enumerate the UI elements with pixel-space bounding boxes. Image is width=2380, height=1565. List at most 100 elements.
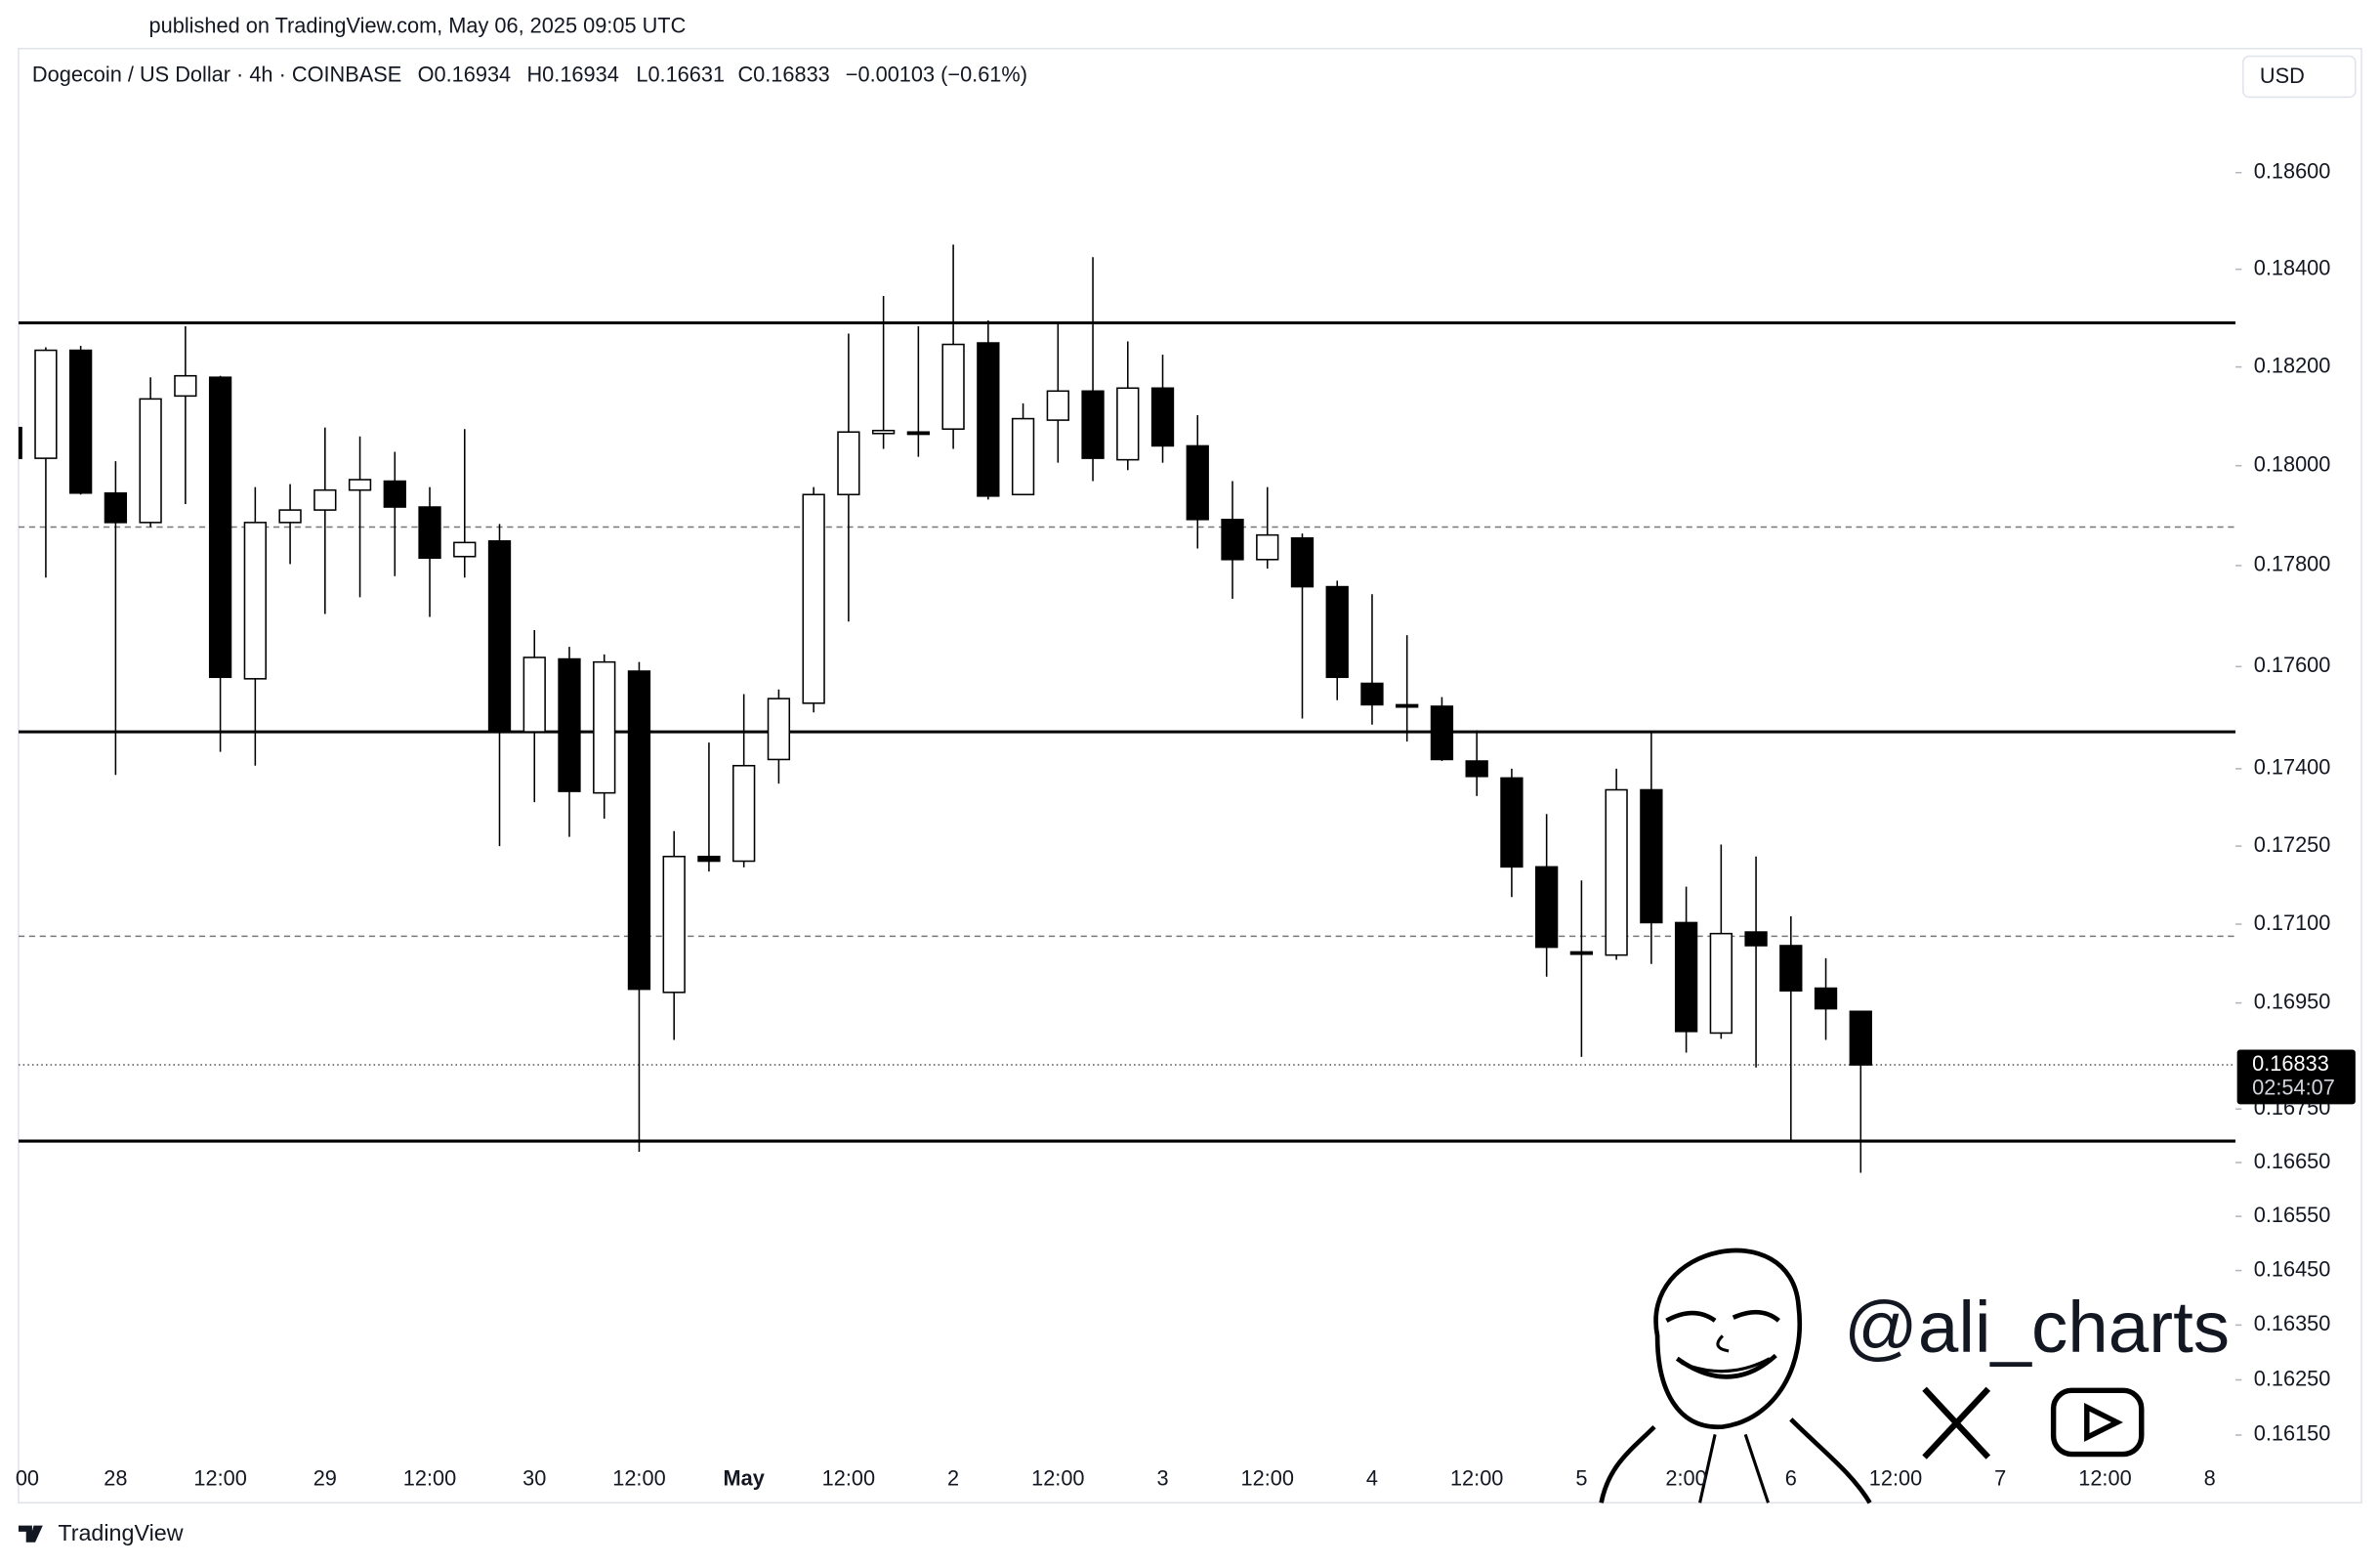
currency[interactable]: USD bbox=[2260, 63, 2305, 88]
handle: @ali_charts bbox=[1844, 1286, 2230, 1368]
y-tick-label: 0.18000 bbox=[2254, 451, 2331, 476]
x-tick-label: 12:00 bbox=[1241, 1466, 1294, 1491]
youtube-logo[interactable] bbox=[2050, 1387, 2145, 1458]
y-tick-label: 0.16550 bbox=[2254, 1203, 2331, 1227]
candle-body bbox=[243, 522, 267, 680]
candle-body bbox=[383, 480, 406, 508]
x-tick-label: 3 bbox=[1156, 1466, 1168, 1491]
candle-body bbox=[802, 493, 825, 704]
candle-body bbox=[418, 506, 441, 560]
candle-body bbox=[767, 698, 791, 761]
brand: TradingView bbox=[58, 1520, 183, 1545]
ohlc-open: O0.16934 bbox=[418, 62, 512, 86]
price-label-box bbox=[2236, 1049, 2356, 1105]
candle-body bbox=[1081, 390, 1105, 459]
candle-body bbox=[1534, 866, 1559, 949]
x-tick-label: 28 bbox=[104, 1466, 127, 1491]
y-tick-label: 0.18400 bbox=[2254, 255, 2331, 279]
avatar bbox=[1599, 1248, 1872, 1504]
x-tick-label: 4 bbox=[1366, 1466, 1378, 1491]
candle-body bbox=[1046, 390, 1069, 421]
candle-body bbox=[1709, 932, 1733, 1035]
ohlc-close: C0.16833 bbox=[737, 62, 829, 86]
candle-body bbox=[941, 343, 965, 430]
candle-body bbox=[208, 376, 232, 679]
candle-body bbox=[1500, 777, 1524, 868]
candle-body bbox=[977, 342, 1000, 497]
y-tick-label: 0.17400 bbox=[2254, 755, 2331, 780]
candle-body bbox=[18, 426, 22, 459]
candle-body bbox=[453, 541, 477, 558]
y-tick-label: 0.17250 bbox=[2254, 832, 2331, 857]
candle-body bbox=[1325, 585, 1349, 679]
x-tick-label: May bbox=[724, 1466, 765, 1491]
candle-body bbox=[1011, 417, 1035, 496]
brand-logo bbox=[18, 1525, 43, 1543]
candle-body bbox=[662, 855, 686, 994]
candle-body bbox=[732, 764, 756, 863]
candle-body bbox=[1605, 788, 1628, 956]
candle-body bbox=[1569, 951, 1594, 955]
candle-body bbox=[627, 670, 651, 991]
y-tick-label: 0.16950 bbox=[2254, 989, 2331, 1013]
candle-body bbox=[1744, 931, 1768, 947]
x-tick-label: 2:00 bbox=[1665, 1466, 1706, 1491]
x-tick-label: 12:00 bbox=[1031, 1466, 1084, 1491]
x-tick-label: 12:00 bbox=[1869, 1466, 1922, 1491]
change: −0.00103 (−0.61%) bbox=[846, 62, 1027, 86]
x-tick-label: 12:00 bbox=[2078, 1466, 2131, 1491]
x-tick-label: 12:00 bbox=[1450, 1466, 1503, 1491]
candle-body bbox=[1221, 519, 1244, 561]
candle-body bbox=[593, 660, 616, 794]
x-tick-label: 8 bbox=[2204, 1466, 2216, 1491]
chart-frame bbox=[18, 47, 2362, 1504]
plot bbox=[18, 244, 2236, 1173]
candle-body bbox=[34, 349, 58, 459]
y-tick-label: 0.17100 bbox=[2254, 910, 2331, 935]
candle-body bbox=[174, 374, 197, 398]
y-tick-label: 0.17600 bbox=[2254, 653, 2331, 677]
candle-body bbox=[1465, 760, 1488, 778]
x-tick-label: 2 bbox=[947, 1466, 959, 1491]
y-tick-label: 0.17800 bbox=[2254, 552, 2331, 576]
candle-body bbox=[1430, 705, 1454, 761]
candle-body bbox=[1256, 533, 1279, 561]
candle-body bbox=[1150, 387, 1175, 447]
candle-body bbox=[1360, 682, 1384, 706]
x-tick-label: 6 bbox=[1785, 1466, 1797, 1491]
x-tick-label: 12:00 bbox=[193, 1466, 246, 1491]
candle-body bbox=[1849, 1010, 1872, 1066]
candle-body bbox=[348, 479, 372, 491]
symbol: Dogecoin / US Dollar · 4h · COINBASE bbox=[32, 62, 401, 86]
candle-body bbox=[487, 540, 512, 732]
candle-body bbox=[104, 491, 128, 524]
y-tick-label: 0.16650 bbox=[2254, 1149, 2331, 1173]
x-tick-label: 12:00 bbox=[612, 1466, 665, 1491]
candle-body bbox=[1640, 788, 1663, 924]
candle-body bbox=[1116, 387, 1140, 461]
y-tick-label: 0.16450 bbox=[2254, 1256, 2331, 1281]
price-label: 0.16833 bbox=[2252, 1051, 2329, 1076]
y-tick-label: 0.18600 bbox=[2254, 158, 2331, 183]
ohlc-high: H0.16934 bbox=[526, 62, 618, 86]
x-logo[interactable] bbox=[1922, 1386, 1991, 1459]
y-tick-label: 0.16150 bbox=[2254, 1421, 2331, 1446]
candle-body bbox=[1290, 536, 1315, 588]
y-tick-label: 0.16250 bbox=[2254, 1366, 2331, 1390]
published: published on TradingView.com, May 06, 20… bbox=[149, 14, 687, 38]
currency-box[interactable] bbox=[2242, 55, 2357, 99]
candle-body bbox=[1186, 444, 1209, 521]
candle-body bbox=[278, 509, 302, 524]
x-tick-label: 12:00 bbox=[822, 1466, 875, 1491]
x-tick-label: 5 bbox=[1575, 1466, 1587, 1491]
y-tick-label: 0.18200 bbox=[2254, 353, 2331, 377]
candle-body bbox=[871, 429, 896, 435]
candle-body bbox=[1779, 945, 1803, 993]
candle-body bbox=[697, 855, 721, 863]
candle-body bbox=[1814, 987, 1838, 1010]
candle-body bbox=[522, 656, 546, 733]
x-tick-label: 7 bbox=[1994, 1466, 2006, 1491]
